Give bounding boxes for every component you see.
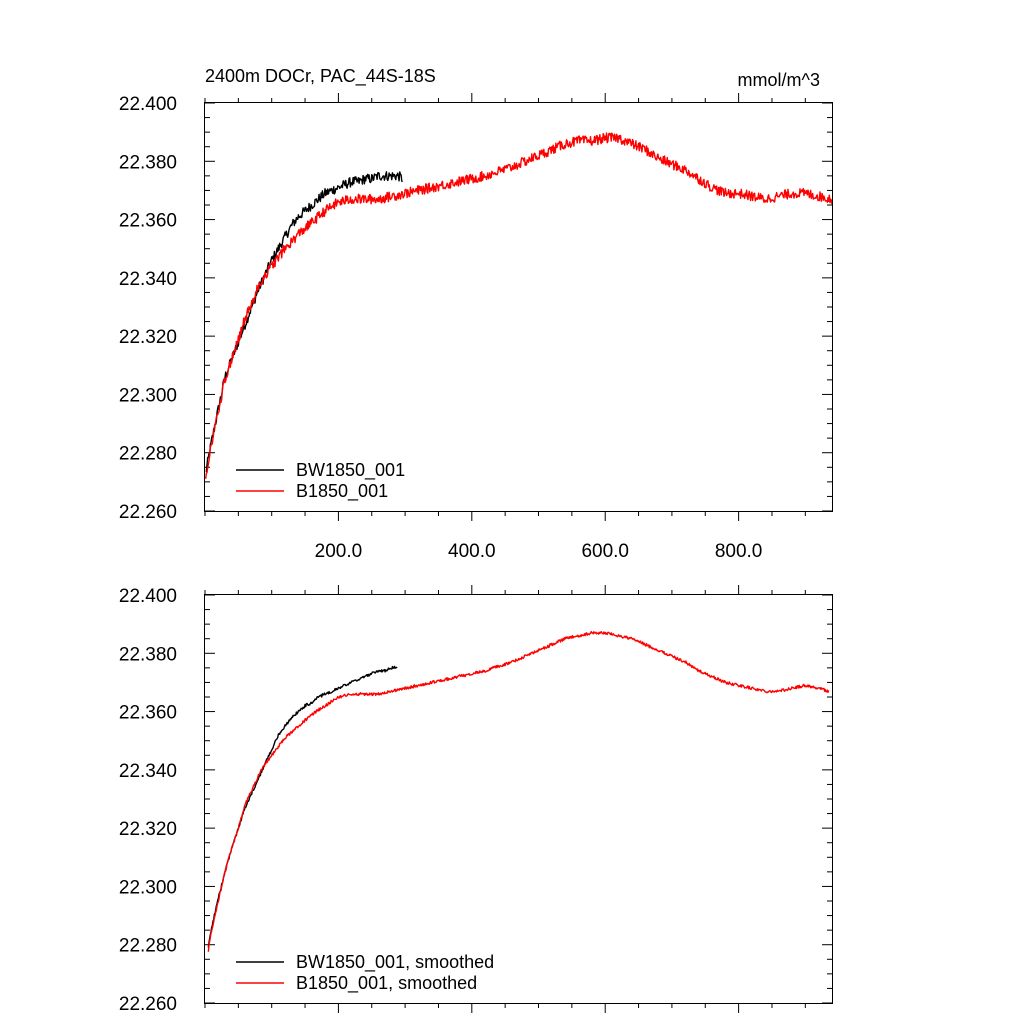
bottom-legend-label-bw1850: BW1850_001, smoothed <box>296 952 494 973</box>
top-panel: 2400m DOCr, PAC_44S-18S mmol/m^3 22.2602… <box>119 66 833 562</box>
top-panel-legend: BW1850_001 B1850_001 <box>236 460 405 502</box>
y-tick-label: 22.280 <box>119 936 177 957</box>
x-tick-label: 800.0 <box>715 541 763 562</box>
bottom-panel: 22.260 22.280 22.300 22.320 22.340 22.360 22.3… <box>119 585 833 1015</box>
series-line-bw1850-001 <box>205 171 403 473</box>
top-panel-title: 2400m DOCr, PAC_44S-18S <box>205 66 436 87</box>
top-legend-label-bw1850: BW1850_001 <box>296 460 405 481</box>
bottom-panel-legend: BW1850_001, smoothed B1850_001, smoothed <box>236 952 494 994</box>
top-panel-plot-frame <box>204 102 833 512</box>
y-tick-label: 22.340 <box>119 269 177 290</box>
y-tick-label: 22.400 <box>119 586 177 607</box>
x-tick-label: 600.0 <box>581 541 629 562</box>
bottom-legend-label-b1850: B1850_001, smoothed <box>296 973 477 994</box>
y-tick-label: 22.300 <box>119 385 177 406</box>
bottom-panel-plot-frame <box>204 594 833 1004</box>
bottom-panel-ticks <box>204 585 832 1013</box>
y-tick-label: 22.340 <box>119 761 177 782</box>
series-line-bw1850-001-smoothed <box>207 665 398 948</box>
y-tick-label: 22.380 <box>119 152 177 173</box>
y-tick-label: 22.320 <box>119 819 177 840</box>
bottom-panel-tick-labels: 22.260 22.280 22.300 22.320 22.340 22.360 22.3… <box>119 586 177 1015</box>
y-tick-label: 22.300 <box>119 877 177 898</box>
y-tick-label: 22.400 <box>119 94 177 115</box>
top-panel-series-lines <box>204 132 833 479</box>
y-tick-label: 22.380 <box>119 644 177 665</box>
top-panel-tick-labels: 22.260 22.280 22.300 22.320 22.340 22.360 22.3… <box>119 94 763 562</box>
x-tick-label: 400.0 <box>448 541 496 562</box>
series-line-b1850-001 <box>204 132 833 479</box>
y-tick-label: 22.260 <box>119 502 177 523</box>
top-legend-label-b1850: B1850_001 <box>296 481 388 502</box>
y-tick-label: 22.280 <box>119 444 177 465</box>
top-panel-units-label: mmol/m^3 <box>738 70 820 90</box>
y-tick-label: 22.360 <box>119 211 177 232</box>
y-tick-label: 22.320 <box>119 327 177 348</box>
y-tick-label: 22.360 <box>119 703 177 724</box>
series-line-b1850-001-smoothed <box>207 630 830 952</box>
y-tick-label: 22.260 <box>119 994 177 1015</box>
x-tick-label: 200.0 <box>315 541 363 562</box>
top-panel-ticks <box>204 93 832 521</box>
bottom-panel-series-lines <box>207 630 830 952</box>
